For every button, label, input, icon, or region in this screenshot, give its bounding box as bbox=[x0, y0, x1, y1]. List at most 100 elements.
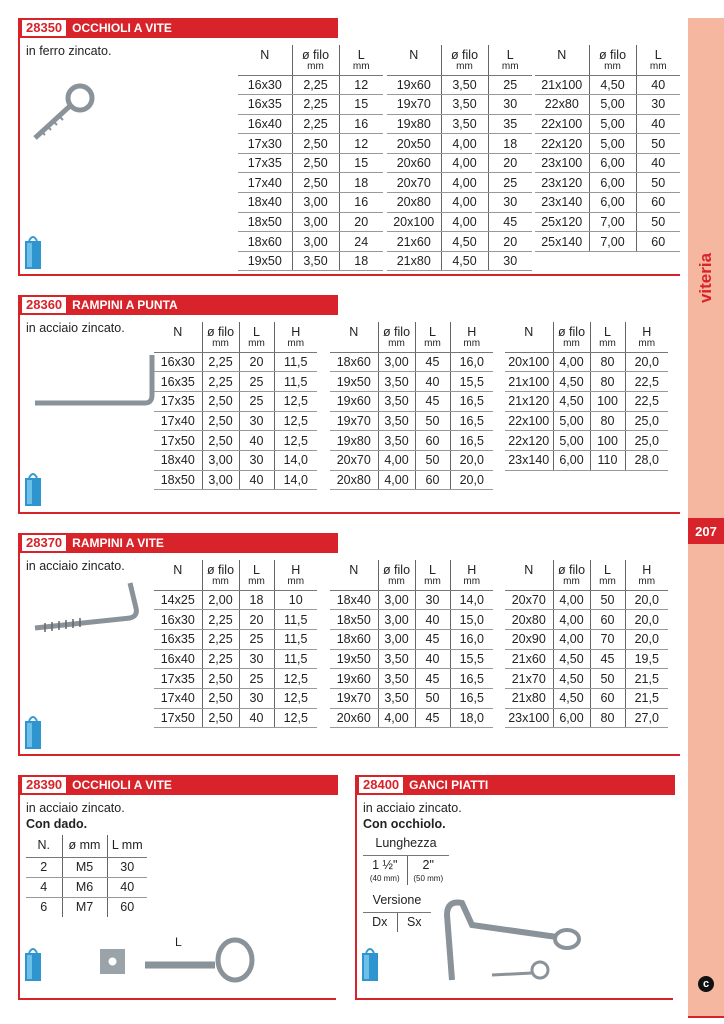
table-cell: 11,5 bbox=[273, 609, 317, 630]
table-row: 22x100 5,00 80 25,0 bbox=[505, 411, 668, 432]
table-cell: 3,50 bbox=[377, 411, 415, 432]
table-cell: 12,5 bbox=[273, 668, 317, 689]
table-cell: 6,00 bbox=[588, 192, 636, 213]
column-header: ø filo mm bbox=[588, 45, 636, 76]
package-bag-icon bbox=[25, 948, 41, 981]
table-cell: 16,5 bbox=[449, 411, 493, 432]
table-cell: 19x70 bbox=[387, 94, 441, 115]
table-cell: M7 bbox=[61, 897, 107, 917]
table-cell: 21x120 bbox=[505, 391, 553, 412]
section-28360: 28360 RAMPINI A PUNTA in acciaio zincato.… bbox=[18, 295, 680, 514]
table-cell: 40 bbox=[238, 430, 274, 451]
table-row: 21x80 4,50 60 21,5 bbox=[505, 688, 668, 709]
table-cell: 100 bbox=[589, 430, 625, 451]
table-cell: 60 bbox=[414, 470, 450, 491]
column-header: ø mm bbox=[61, 835, 107, 858]
dimension-label: L bbox=[175, 935, 182, 949]
table-cell: 12,5 bbox=[273, 430, 317, 451]
package-bag-icon bbox=[25, 473, 41, 506]
table-cell: 4,50 bbox=[552, 371, 590, 392]
table-row: 18x40 3,00 16 bbox=[238, 192, 383, 213]
table-row: 6 M7 60 bbox=[26, 897, 147, 917]
product-note: Con dado. bbox=[26, 817, 88, 831]
table-cell: 4,00 bbox=[440, 192, 488, 213]
table-cell: 2,50 bbox=[201, 668, 239, 689]
table-cell: 25 bbox=[487, 172, 532, 194]
table-cell: 19x60 bbox=[387, 75, 441, 96]
product-code: 28390 bbox=[22, 777, 67, 793]
table-cell: 5,00 bbox=[552, 430, 590, 451]
column-header: N bbox=[505, 560, 553, 591]
table-row: 16x30 2,25 12 bbox=[238, 75, 383, 96]
table-row: 19x60 3,50 45 16,5 bbox=[330, 391, 493, 412]
table-row: 17x30 2,50 12 bbox=[238, 133, 383, 154]
column-header: Versione bbox=[363, 892, 431, 913]
table-cell: 60 bbox=[106, 897, 147, 917]
section-header: 28370 RAMPINI A VITE bbox=[20, 533, 338, 553]
table-row: 23x140 6,00 110 28,0 bbox=[505, 450, 668, 471]
table-cell: 60 bbox=[589, 688, 625, 709]
table-cell: 22x120 bbox=[535, 133, 589, 154]
column-header: N bbox=[535, 45, 589, 76]
table-cell: 12 bbox=[338, 133, 383, 154]
table-row: 16x40 2,25 30 11,5 bbox=[154, 649, 317, 670]
table-cell: 30 bbox=[487, 94, 532, 115]
table-cell: 20 bbox=[487, 153, 532, 174]
table-cell: 25 bbox=[238, 629, 274, 650]
table-cell: 12,5 bbox=[273, 688, 317, 709]
table-cell: 4 bbox=[26, 877, 62, 898]
table-cell: 18x60 bbox=[330, 629, 378, 650]
table-row: 23x100 6,00 80 27,0 bbox=[505, 708, 668, 729]
table-cell: 4,00 bbox=[377, 470, 415, 491]
brand-logo-icon: c bbox=[698, 976, 714, 992]
table-row: 16x35 2,25 25 11,5 bbox=[154, 629, 317, 650]
product-description: in acciaio zincato. Con occhiolo. bbox=[363, 801, 462, 831]
table-cell: 20,0 bbox=[449, 450, 493, 471]
table-cell: 11,5 bbox=[273, 649, 317, 670]
table-cell: 10 bbox=[273, 590, 317, 611]
table-row: 19x70 3,50 50 16,5 bbox=[330, 688, 493, 709]
table-cell: 2,50 bbox=[291, 153, 339, 174]
product-title: OCCHIOLI A VITE bbox=[72, 21, 172, 35]
table-cell: 17x35 bbox=[154, 391, 202, 412]
table-cell: 22,5 bbox=[624, 391, 668, 412]
table-cell: 24 bbox=[338, 231, 383, 252]
table-cell: 80 bbox=[589, 411, 625, 432]
table-cell: 3,50 bbox=[440, 75, 488, 96]
table-cell: 18x40 bbox=[154, 450, 202, 471]
table-cell: 20 bbox=[487, 231, 532, 252]
table-cell: 5,00 bbox=[588, 133, 636, 154]
table-row: 18x50 3,00 20 bbox=[238, 212, 383, 233]
table-cell: 20,0 bbox=[624, 590, 668, 611]
table-cell: 2,50 bbox=[291, 133, 339, 154]
product-description: in ferro zincato. bbox=[26, 44, 112, 58]
table-row: 21x70 4,50 50 21,5 bbox=[505, 668, 668, 689]
table-cell: 2,25 bbox=[201, 352, 239, 373]
table-cell: 4,00 bbox=[440, 172, 488, 194]
table-row: 20x70 4,00 50 20,0 bbox=[505, 590, 668, 611]
column-header: N bbox=[238, 45, 292, 76]
table-cell: 50 bbox=[414, 450, 450, 471]
table-cell: 2,25 bbox=[201, 609, 239, 630]
section-header: 28360 RAMPINI A PUNTA bbox=[20, 295, 338, 315]
table-cell: 16,5 bbox=[449, 430, 493, 451]
table-cell: 18x50 bbox=[238, 212, 292, 233]
table-cell: 20,0 bbox=[624, 352, 668, 373]
column-header: ø filo mm bbox=[552, 322, 590, 353]
table-row: 23x120 6,00 50 bbox=[535, 172, 680, 194]
table-row: 17x50 2,50 40 12,5 bbox=[154, 430, 317, 451]
table-cell: 21x100 bbox=[535, 75, 589, 96]
table-cell: 60 bbox=[589, 609, 625, 630]
table-cell: 16 bbox=[338, 114, 383, 135]
table-cell: 20x60 bbox=[330, 708, 378, 729]
table-row: 22x80 5,00 30 bbox=[535, 94, 680, 115]
table-cell: 40 bbox=[238, 708, 274, 729]
table-cell: 18 bbox=[238, 590, 274, 611]
